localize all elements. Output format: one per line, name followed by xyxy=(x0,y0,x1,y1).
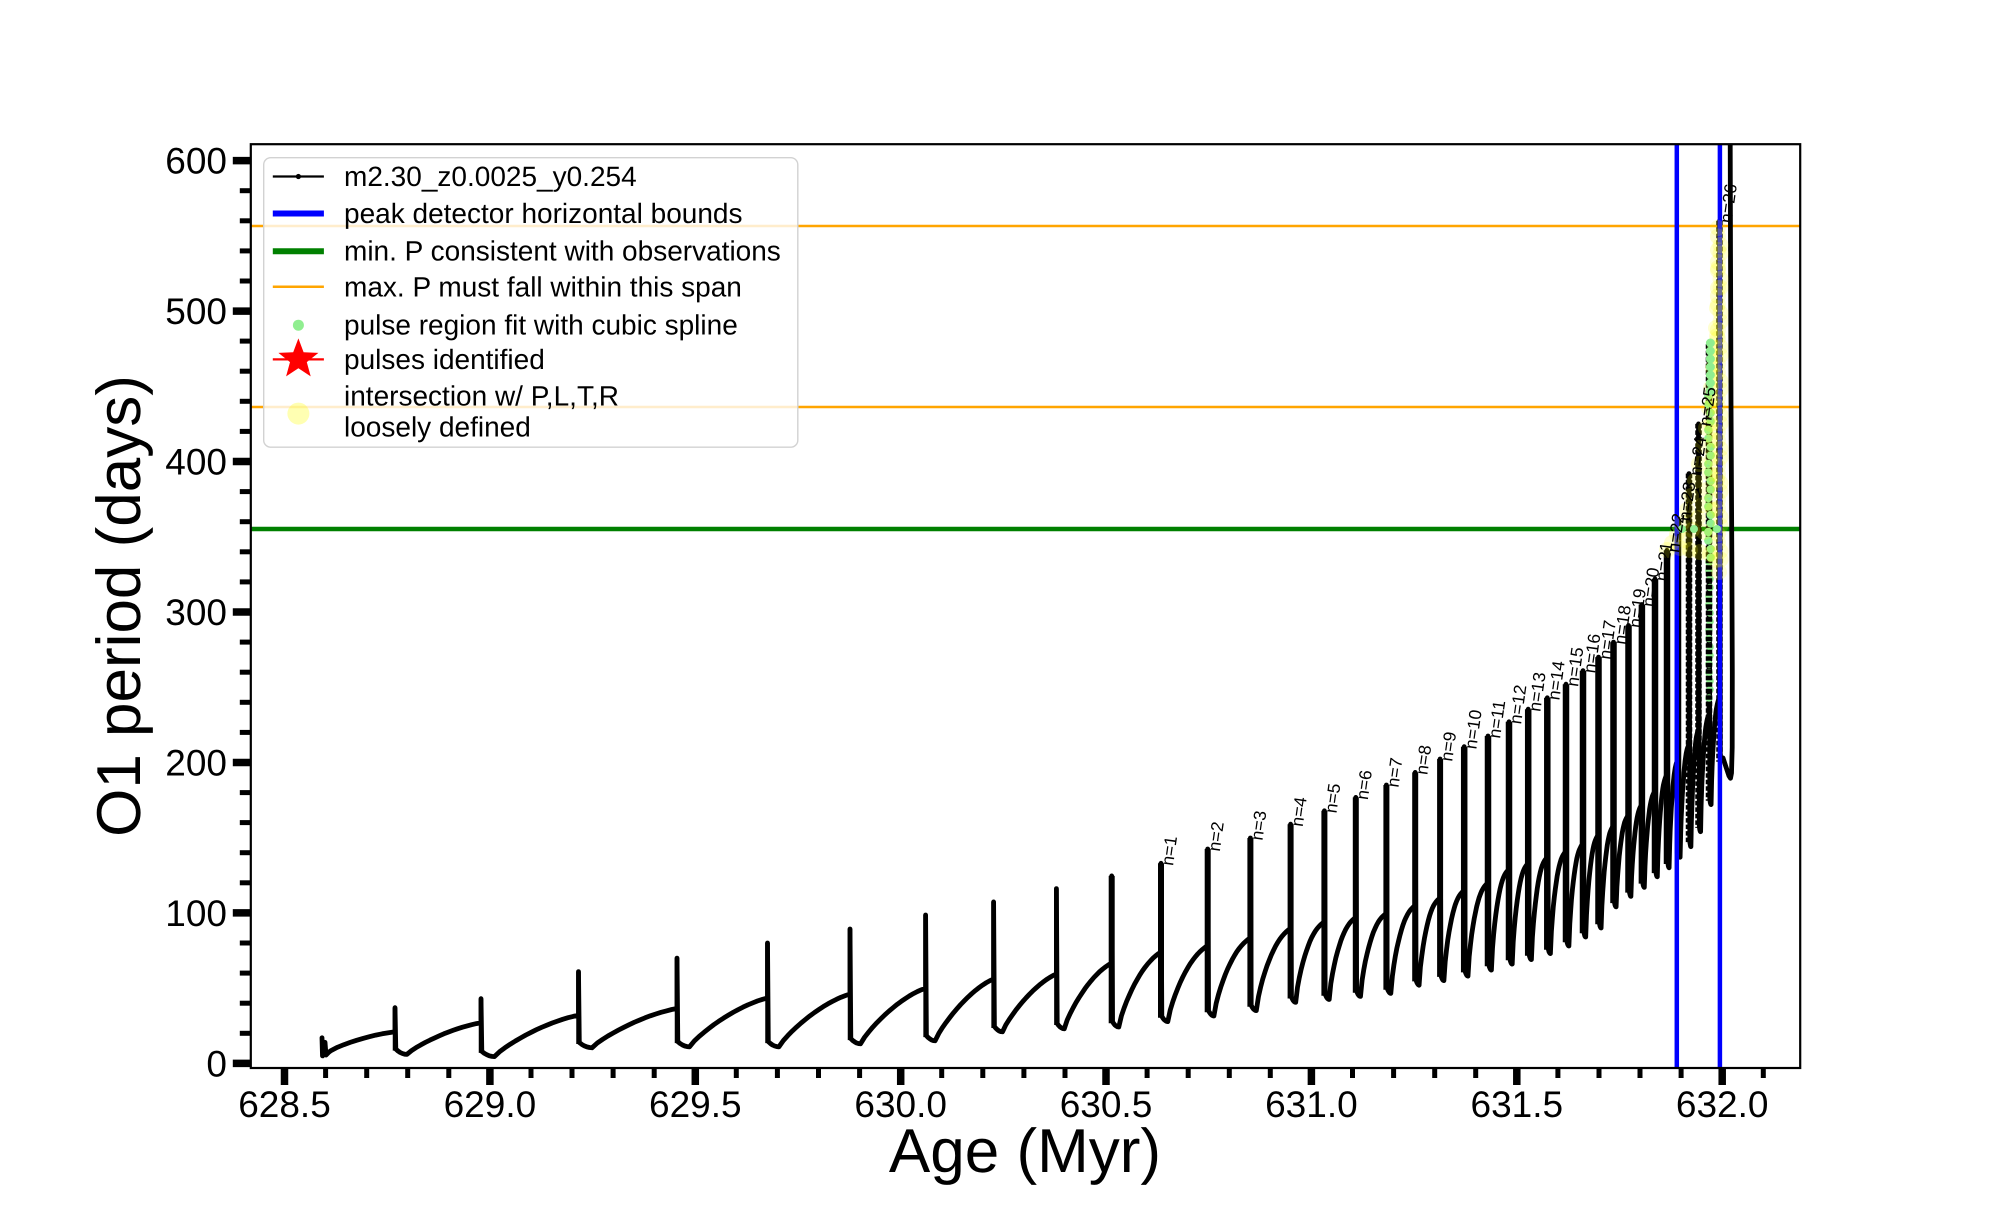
svg-text:n=9: n=9 xyxy=(1436,730,1460,762)
svg-text:n=3: n=3 xyxy=(1247,809,1271,841)
svg-text:peak detector horizontal bound: peak detector horizontal bounds xyxy=(344,198,743,229)
svg-text:loosely defined: loosely defined xyxy=(344,412,531,443)
svg-text:intersection w/ P,L,T,R: intersection w/ P,L,T,R xyxy=(344,381,619,412)
svg-text:629.0: 629.0 xyxy=(444,1084,537,1125)
svg-text:631.5: 631.5 xyxy=(1471,1084,1564,1125)
svg-text:n=5: n=5 xyxy=(1321,782,1345,814)
svg-text:pulses identified: pulses identified xyxy=(344,344,545,375)
svg-text:pulse region fit with cubic sp: pulse region fit with cubic spline xyxy=(344,310,738,341)
svg-text:Age (Myr): Age (Myr) xyxy=(889,1117,1161,1186)
svg-text:0: 0 xyxy=(206,1043,227,1084)
svg-text:n=2: n=2 xyxy=(1204,820,1228,852)
svg-text:630.0: 630.0 xyxy=(854,1084,947,1125)
svg-text:n=1: n=1 xyxy=(1157,835,1181,867)
svg-text:max. P must fall within this s: max. P must fall within this span xyxy=(344,271,742,302)
svg-text:n=4: n=4 xyxy=(1287,795,1311,827)
svg-text:631.0: 631.0 xyxy=(1265,1084,1358,1125)
svg-text:632.0: 632.0 xyxy=(1676,1084,1769,1125)
svg-text:O1 period (days): O1 period (days) xyxy=(85,375,154,837)
svg-text:100: 100 xyxy=(165,893,227,934)
svg-text:n=7: n=7 xyxy=(1383,756,1407,788)
svg-text:630.5: 630.5 xyxy=(1060,1084,1153,1125)
svg-text:min. P consistent with observa: min. P consistent with observations xyxy=(344,236,781,267)
svg-text:n=8: n=8 xyxy=(1411,744,1435,776)
svg-text:200: 200 xyxy=(165,743,227,784)
svg-text:n=6: n=6 xyxy=(1352,769,1376,801)
svg-text:628.5: 628.5 xyxy=(238,1084,331,1125)
svg-text:629.5: 629.5 xyxy=(649,1084,742,1125)
svg-text:m2.30_z0.0025_y0.254: m2.30_z0.0025_y0.254 xyxy=(344,161,637,192)
svg-text:400: 400 xyxy=(165,442,227,483)
svg-text:500: 500 xyxy=(165,291,227,332)
svg-text:600: 600 xyxy=(165,141,227,182)
svg-text:300: 300 xyxy=(165,592,227,633)
